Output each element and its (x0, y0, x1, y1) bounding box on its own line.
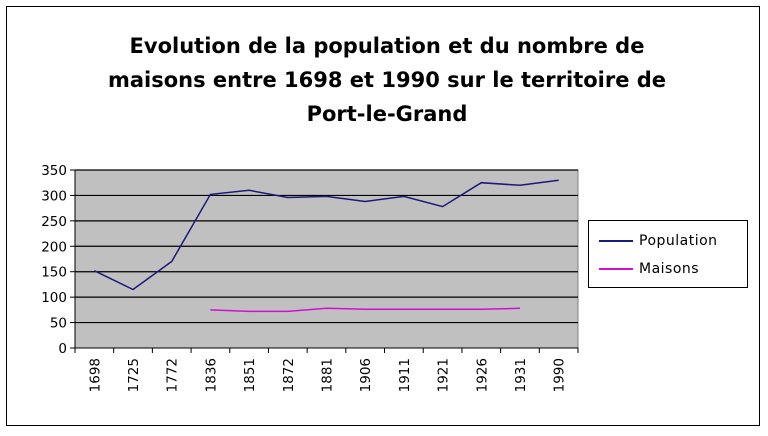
x-tick-label: 1926 (474, 358, 490, 392)
y-tick-label: 300 (41, 188, 67, 204)
y-tick-label: 50 (50, 316, 67, 332)
legend-label-population: Population (639, 233, 718, 249)
chart-title-line-2: maisons entre 1698 et 1990 sur le territ… (107, 68, 667, 92)
x-tick-label: 1725 (126, 358, 142, 392)
y-tick-label: 0 (58, 341, 67, 357)
y-tick-label: 200 (41, 239, 67, 255)
x-tick-label: 1772 (165, 358, 181, 392)
x-tick-label: 1931 (513, 358, 529, 392)
x-tick-label: 1921 (436, 358, 452, 392)
legend: Population Maisons (588, 220, 748, 288)
legend-item-population: Population (599, 231, 718, 251)
x-tick-label: 1851 (242, 358, 258, 392)
x-tick-label: 1911 (397, 358, 413, 392)
plot-area (74, 169, 579, 349)
x-tick-label: 1906 (358, 358, 374, 392)
y-tick-label: 100 (41, 290, 67, 306)
legend-swatch-maisons (599, 268, 633, 270)
x-tick-label: 1881 (320, 358, 336, 392)
legend-swatch-population (599, 240, 633, 242)
x-tick-label: 1836 (203, 358, 219, 392)
x-tick-label: 1990 (552, 358, 568, 392)
y-tick-label: 150 (41, 265, 67, 281)
legend-item-maisons: Maisons (599, 259, 699, 279)
y-tick-label: 250 (41, 214, 67, 230)
chart-title-line-1: Evolution de la population et du nombre … (129, 34, 645, 58)
series-line-maisons (210, 307, 521, 313)
chart-title-line-3: Port-le-Grand (306, 102, 468, 126)
series-line-population (93, 179, 559, 291)
x-tick-label: 1698 (87, 358, 103, 392)
legend-label-maisons: Maisons (639, 261, 700, 277)
x-tick-label: 1872 (281, 358, 297, 392)
y-tick-label: 350 (41, 163, 67, 179)
chart-title: Evolution de la population et du nombre … (67, 29, 707, 131)
